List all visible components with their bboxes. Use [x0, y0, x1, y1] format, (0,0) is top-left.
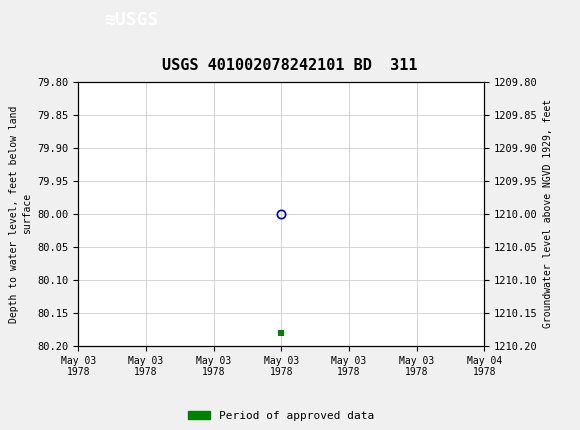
Y-axis label: Groundwater level above NGVD 1929, feet: Groundwater level above NGVD 1929, feet [543, 99, 553, 329]
Legend: Period of approved data: Period of approved data [184, 406, 379, 425]
Y-axis label: Depth to water level, feet below land
surface: Depth to water level, feet below land su… [9, 105, 32, 322]
Text: ≋USGS: ≋USGS [104, 12, 159, 29]
Text: USGS 401002078242101 BD  311: USGS 401002078242101 BD 311 [162, 58, 418, 73]
